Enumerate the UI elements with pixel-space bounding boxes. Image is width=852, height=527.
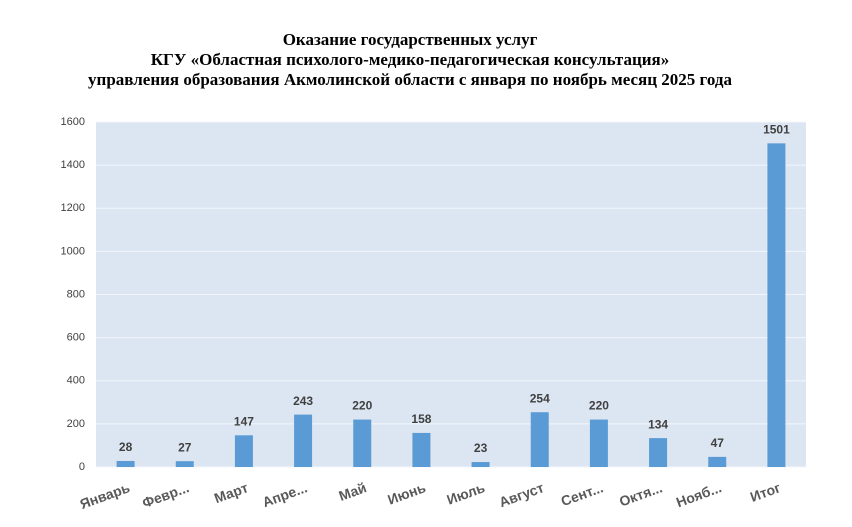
- value-label: 158: [411, 412, 431, 426]
- y-tick-label: 800: [67, 288, 85, 300]
- y-tick-label: 600: [67, 332, 85, 344]
- chart-title: управления образования Акмолинской облас…: [88, 70, 732, 89]
- x-tick-label: Октя...: [617, 479, 664, 509]
- value-label: 47: [711, 436, 725, 450]
- x-tick-label: Нояб...: [674, 479, 724, 510]
- bar: [708, 456, 727, 467]
- value-label: 23: [474, 441, 488, 455]
- value-label: 28: [119, 440, 133, 454]
- value-label: 254: [530, 391, 550, 405]
- value-label: 134: [648, 417, 668, 431]
- y-tick-label: 200: [67, 418, 85, 430]
- bar: [175, 461, 194, 467]
- x-tick-label: Сент...: [559, 479, 605, 509]
- bar: [649, 438, 668, 467]
- y-tick-label: 1400: [61, 159, 85, 171]
- value-label: 1501: [763, 123, 790, 137]
- value-label: 220: [352, 399, 372, 413]
- bar: [530, 412, 549, 467]
- value-label: 220: [589, 399, 609, 413]
- y-tick-label: 1000: [61, 245, 85, 257]
- y-tick-label: 1600: [61, 116, 85, 128]
- bar: [589, 419, 608, 467]
- x-tick-label: Февр...: [140, 479, 191, 511]
- x-tick-label: Итог: [748, 479, 783, 505]
- bar: [412, 432, 431, 467]
- bar: [353, 419, 372, 467]
- x-tick-label: Август: [497, 479, 546, 510]
- bar: [234, 435, 253, 467]
- y-tick-label: 1200: [61, 202, 85, 214]
- x-tick-label: Апре...: [260, 479, 309, 510]
- bar: [471, 462, 490, 467]
- chart-title: Оказание государственных услуг: [283, 30, 538, 49]
- value-label: 27: [178, 440, 192, 454]
- y-tick-label: 400: [67, 375, 85, 387]
- x-tick-label: Июль: [445, 479, 488, 508]
- x-tick-label: Май: [337, 479, 369, 504]
- bar: [294, 414, 313, 467]
- value-label: 243: [293, 394, 313, 408]
- x-tick-label: Июнь: [386, 479, 429, 508]
- bar: [767, 143, 786, 468]
- bar: [116, 460, 135, 467]
- chart-title: КГУ «Областная психолого-медико-педагоги…: [151, 50, 670, 69]
- y-tick-label: 0: [79, 461, 85, 473]
- x-tick-label: Январь: [78, 479, 133, 512]
- x-tick-label: Март: [212, 479, 250, 506]
- value-label: 147: [234, 414, 254, 428]
